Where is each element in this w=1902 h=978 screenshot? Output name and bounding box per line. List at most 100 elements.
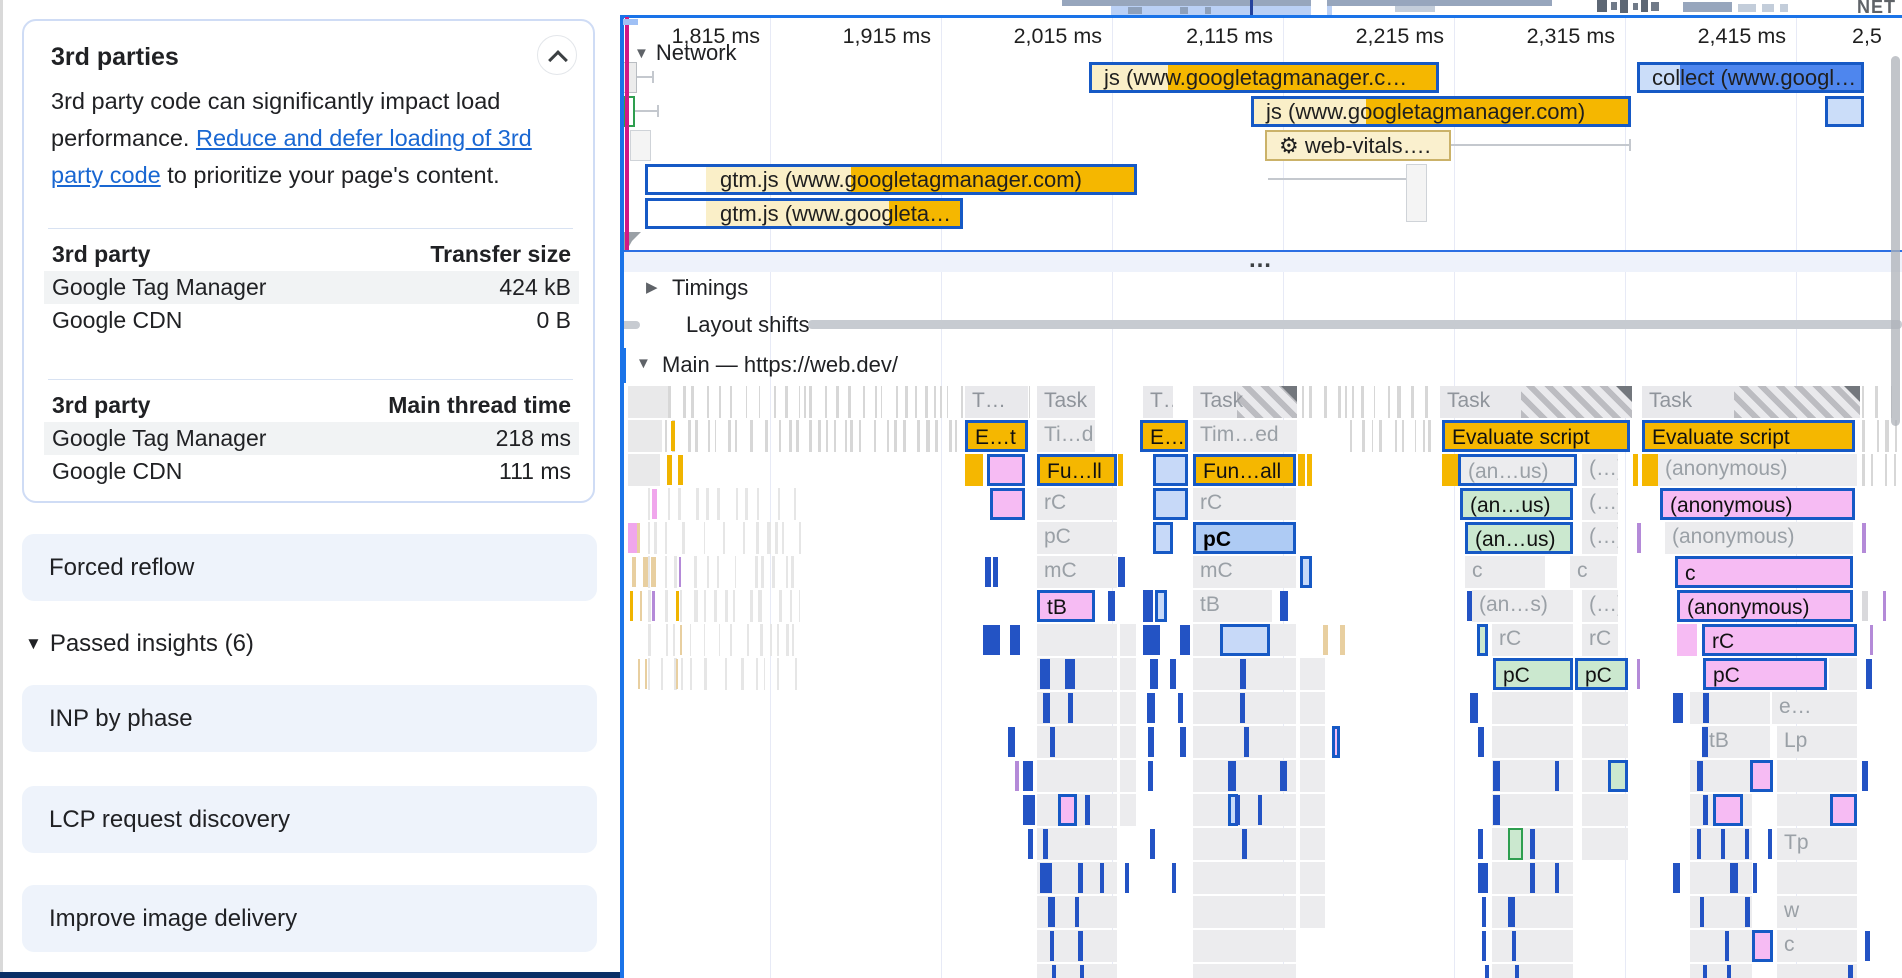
flame-entry-anonymous[interactable]: (anonymous) (1677, 590, 1853, 622)
flame-entry-pc[interactable]: pC (1037, 522, 1117, 554)
flame-entry-rc[interactable]: rC (1037, 488, 1117, 520)
flame-entry-[interactable]: (…) (1582, 488, 1618, 520)
micro-task-bar (637, 523, 640, 553)
table-row[interactable]: Google Tag Manager 424 kB (44, 271, 579, 304)
timeline-minimap[interactable] (620, 0, 1902, 15)
activity-tick (725, 658, 728, 690)
network-request[interactable]: collect (www.googl… (1637, 62, 1864, 93)
flame-entry-task[interactable]: Task (1642, 386, 1860, 418)
flame-entry-tb[interactable]: tB (1702, 726, 1770, 758)
third-party-table: 3rd party Main thread time Google Tag Mana… (44, 389, 579, 488)
flame-entry-rc[interactable]: rC (1702, 624, 1857, 656)
flame-entry (1508, 828, 1523, 860)
flame-entry-full[interactable]: Fu…ll (1037, 454, 1117, 486)
task-box (1037, 658, 1117, 690)
task-box (1037, 726, 1117, 758)
flame-entry-[interactable]: (…) (1582, 590, 1618, 622)
track-main-thread[interactable]: ▼ Main — https://web.dev/ (620, 348, 1902, 383)
flame-entry-[interactable]: (…) (1582, 454, 1618, 486)
activity-tick (765, 420, 769, 452)
activity-tick (722, 522, 725, 554)
flame-entry-w[interactable]: w (1777, 896, 1857, 928)
flame-entry-mc[interactable]: mC (1193, 556, 1296, 588)
flame-entry-et[interactable]: E…t (965, 420, 1028, 452)
column-header: 3rd party (52, 392, 151, 418)
flame-entry-e[interactable]: E… (1140, 420, 1188, 452)
network-request[interactable]: ⚙ web-vitals…. (1265, 130, 1451, 161)
flame-entry-pc[interactable]: pC (1493, 658, 1573, 690)
flame-entry-anus[interactable]: (an…us) (1458, 454, 1577, 486)
flame-entry-task[interactable]: Task (1440, 386, 1632, 418)
collapse-insight-button[interactable] (537, 35, 577, 75)
flame-entry-evaluatescript[interactable]: Evaluate script (1642, 420, 1855, 452)
flame-entry-c[interactable]: c (1465, 556, 1545, 588)
network-request[interactable]: gtm.js (www.googletagmanager.com) (645, 164, 1137, 195)
task-box (1037, 828, 1117, 860)
flame-entry-pc[interactable]: pC (1575, 658, 1628, 690)
track-timings[interactable]: ▶ Timings (646, 275, 749, 300)
flame-entry-funall[interactable]: Fun…all (1193, 454, 1296, 486)
flame-entry-evaluatescript[interactable]: Evaluate script (1442, 420, 1630, 452)
queueing-segment (1828, 99, 1861, 124)
flame-entry-anonymous[interactable]: (anonymous) (1665, 522, 1853, 554)
insight-chip-inp-by-phase[interactable]: INP by phase (22, 685, 597, 752)
passed-insights-header[interactable]: ▼ Passed insights (6) (25, 630, 254, 666)
flame-entry-anus[interactable]: (an…us) (1465, 522, 1573, 554)
flame-entry-c[interactable]: c (1675, 556, 1853, 588)
flame-entry (1332, 726, 1340, 758)
flame-entry-ans[interactable]: (an…s) (1472, 590, 1573, 622)
track-splitter[interactable]: … (620, 246, 1902, 273)
main-thread-flame-chart[interactable]: T… Task T… Task Task Task E…t Ti…d E…Tim…ed Evalu… (620, 383, 1902, 978)
insight-title: 3rd parties (51, 43, 179, 71)
activity-tick (774, 386, 777, 418)
reduce-defer-link[interactable]: Reduce and defer loading of 3rd party co… (51, 125, 532, 188)
flame-entry-task[interactable]: Task (1193, 386, 1297, 418)
insight-chip-improve-image-delivery[interactable]: Improve image delivery (22, 885, 597, 952)
flame-entry-anonymous[interactable]: (anonymous) (1660, 488, 1855, 520)
flame-entry-rc[interactable]: rC (1193, 488, 1296, 520)
flame-entry-c[interactable]: c (1777, 930, 1857, 962)
flame-entry-e[interactable]: e… (1772, 692, 1857, 724)
flame-entry (1750, 760, 1773, 792)
flame-entry-pc[interactable]: pC (1703, 658, 1827, 690)
flame-entry-tb[interactable]: tB (1193, 590, 1272, 622)
flame-entry-timed[interactable]: Tim…ed (1193, 420, 1297, 452)
track-layout-shifts[interactable]: Layout shifts (620, 304, 1902, 346)
flame-entry-rc[interactable]: rC (1582, 624, 1618, 656)
network-request[interactable] (1825, 96, 1864, 127)
minimap-segment (1062, 0, 1385, 6)
table-row[interactable]: Google CDN 111 ms (44, 455, 579, 488)
flame-entry-tid[interactable]: Ti…d (1037, 420, 1095, 452)
flame-entry-[interactable]: (…) (1582, 522, 1618, 554)
flame-entry (1300, 556, 1312, 588)
micro-task-bar (1753, 863, 1757, 893)
task-box (1777, 760, 1857, 792)
network-request[interactable]: js (www.googletagmanager.c… (1089, 62, 1439, 93)
flame-entry-rc[interactable]: rC (1492, 624, 1573, 656)
task-box (1582, 828, 1628, 860)
queueing-segment (1640, 65, 1680, 90)
activity-tick (850, 420, 854, 452)
insight-chip-forced-reflow[interactable]: Forced reflow (22, 534, 597, 601)
network-request[interactable]: gtm.js (www.googleta… (645, 198, 963, 229)
flame-entry-tp[interactable]: Tp (1777, 828, 1857, 860)
flame-entry-pc[interactable]: pC (1193, 522, 1296, 554)
micro-task-bar (1028, 829, 1033, 859)
vertical-scrollbar[interactable] (1891, 56, 1900, 426)
track-network[interactable]: ▼ Network (634, 40, 737, 65)
insight-chip-lcp-request-discovery[interactable]: LCP request discovery (22, 786, 597, 853)
flame-entry-tb[interactable]: tB (1037, 590, 1095, 622)
flame-entry-anus[interactable]: (an…us) (1460, 488, 1573, 520)
flame-entry-mc[interactable]: mC (1037, 556, 1117, 588)
flame-entry-t[interactable]: T… (965, 386, 1028, 418)
flame-entry-anonymous[interactable]: (anonymous) (1658, 454, 1857, 486)
flame-entry-task[interactable]: Task (1037, 386, 1095, 418)
network-request[interactable]: js (www.googletagmanager.com) (1251, 96, 1631, 127)
flame-entry-t[interactable]: T… (1143, 386, 1173, 418)
activity-tick (789, 420, 793, 452)
table-row[interactable]: Google Tag Manager 218 ms (44, 422, 579, 455)
flame-entry-c[interactable]: c (1570, 556, 1617, 588)
table-row[interactable]: Google CDN 0 B (44, 304, 579, 337)
third-party-value: 111 ms (498, 458, 571, 484)
flame-entry-lp[interactable]: Lp (1777, 726, 1857, 758)
